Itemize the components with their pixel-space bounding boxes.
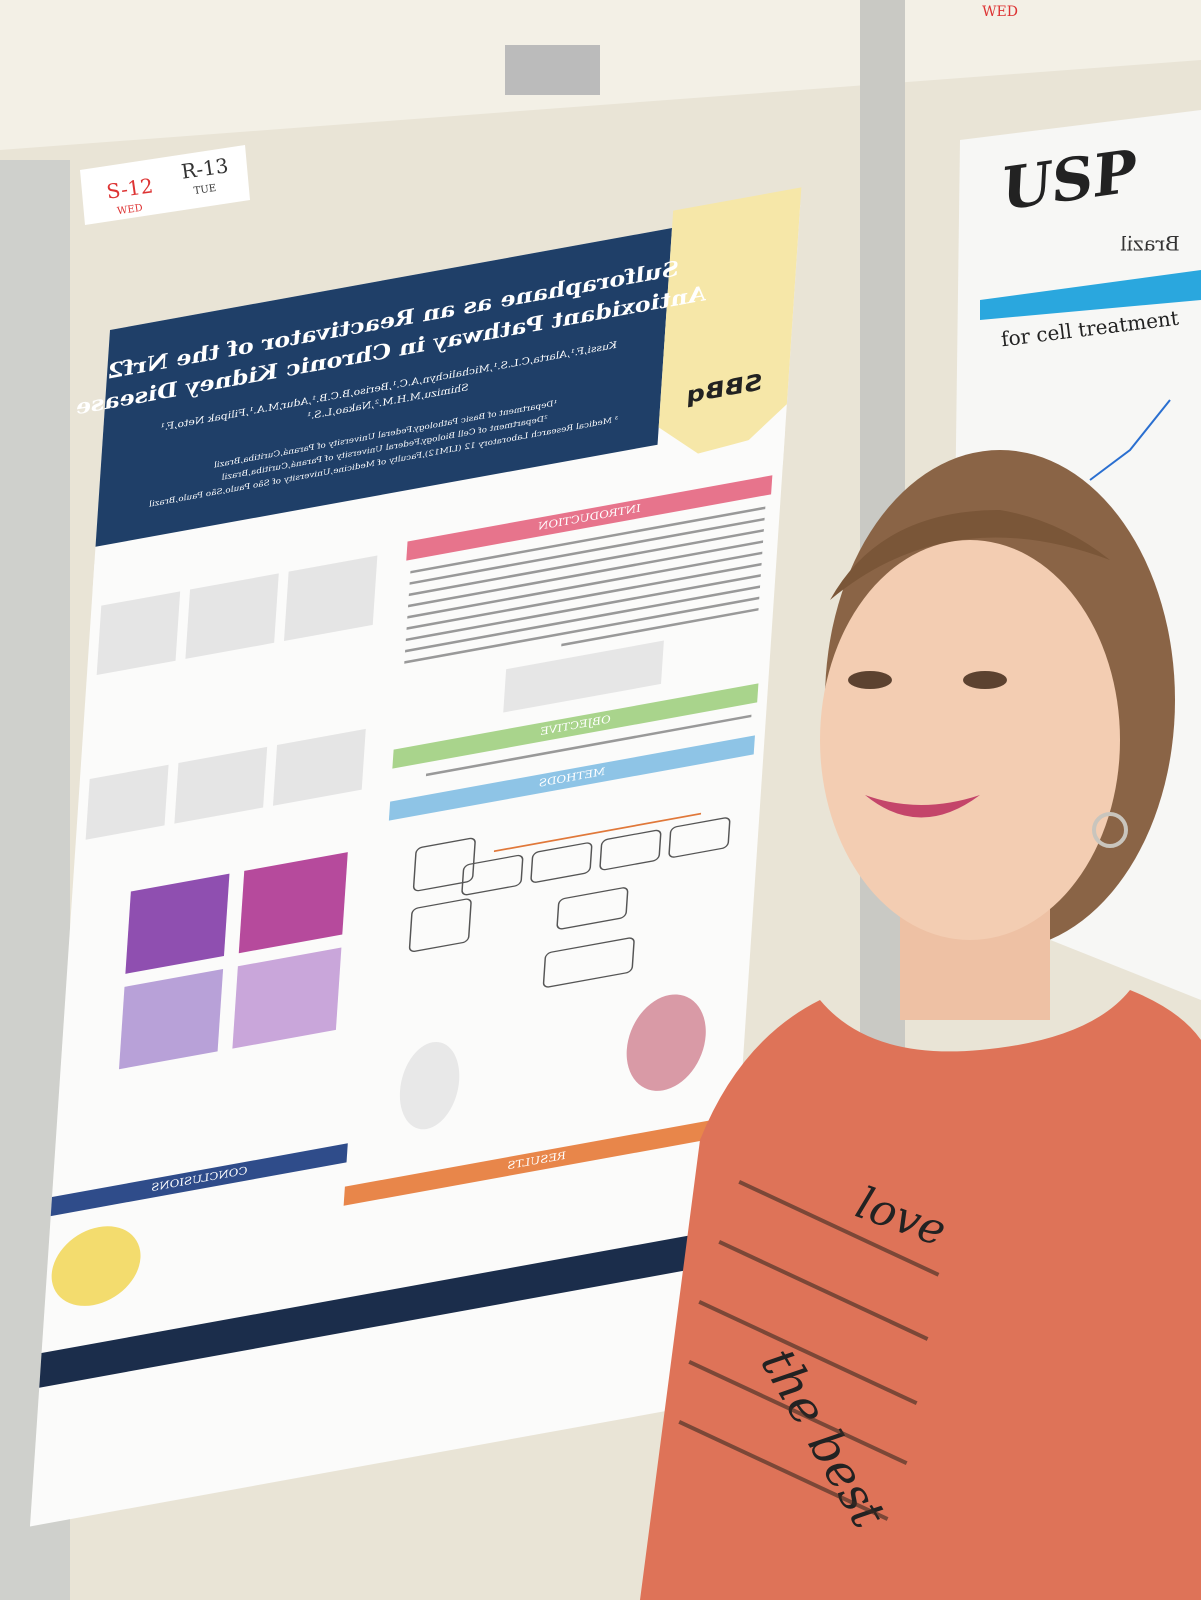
poster-header (95, 227, 673, 547)
logo-panel (658, 187, 802, 468)
face (820, 540, 1120, 940)
clip (505, 45, 600, 95)
board-label: WED (982, 4, 1018, 20)
shirt-lines (678, 1180, 940, 1521)
board-label-card (80, 145, 250, 225)
result-charts (85, 555, 378, 840)
figure (503, 640, 664, 713)
illustration-kidney (626, 994, 706, 1091)
eye (848, 671, 892, 689)
earring (1092, 812, 1128, 848)
histology (118, 852, 348, 1070)
section-bar (392, 683, 759, 769)
illustration-rat (399, 1041, 460, 1130)
section-bar (388, 735, 755, 821)
fringe (830, 510, 1110, 600)
conclusion-badge (51, 1226, 141, 1306)
methods-arrow (493, 812, 702, 853)
shirt (640, 990, 1201, 1600)
eye (963, 671, 1007, 689)
poster-footer (39, 1227, 732, 1388)
intro-text (404, 506, 766, 664)
methods-diagram (408, 817, 731, 988)
neighbor-curve (1089, 399, 1171, 481)
objective-text (425, 714, 752, 777)
mouth (865, 795, 980, 818)
board-label: TUE (193, 183, 217, 197)
section-bar (406, 475, 773, 561)
board-label: WED (117, 203, 144, 217)
neighbor-country: Brazil (1120, 232, 1180, 256)
header-curve (92, 430, 786, 591)
poster: SBBq Sulforaphane as an Reactivator of t… (29, 187, 802, 1527)
section-bar (343, 1116, 730, 1206)
section-bar (50, 1143, 348, 1217)
neighbor-stripe (980, 270, 1201, 320)
